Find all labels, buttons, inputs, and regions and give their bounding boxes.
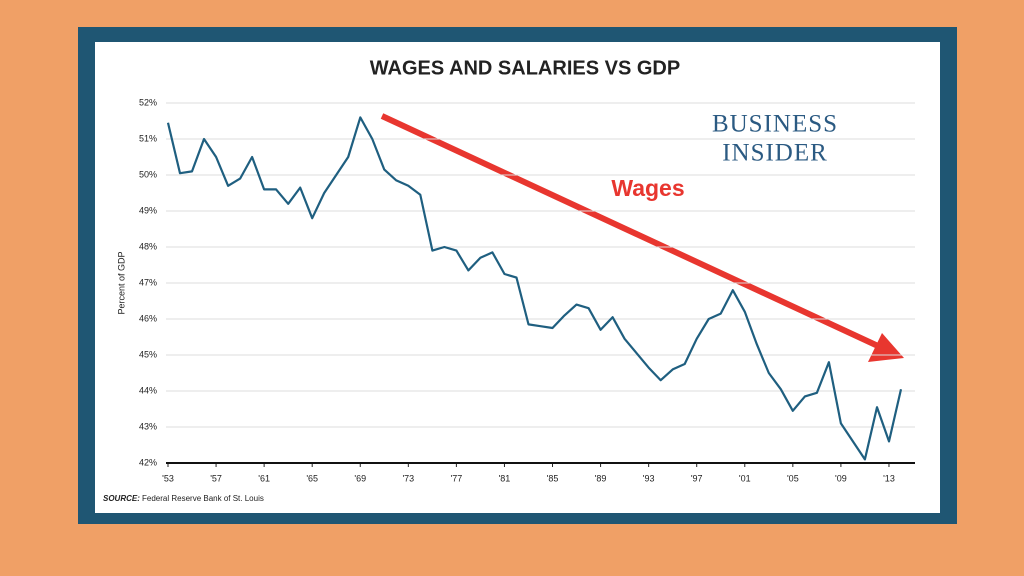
x-tick-label: '85 [547, 473, 559, 483]
x-tick-label: '97 [691, 473, 703, 483]
x-tick-label: '05 [787, 473, 799, 483]
y-tick-label: 50% [139, 169, 157, 179]
y-tick-label: 52% [139, 97, 157, 107]
x-tick-label: '65 [306, 473, 318, 483]
y-tick-label: 45% [139, 349, 157, 359]
y-tick-label: 48% [139, 241, 157, 251]
y-tick-label: 43% [139, 421, 157, 431]
x-tick-label: '57 [210, 473, 222, 483]
source: Federal Reserve Bank of St. Louis [142, 494, 264, 503]
annotation: Wages [611, 175, 684, 201]
x-tick-label: '81 [499, 473, 511, 483]
x-tick-label: '13 [883, 473, 895, 483]
y-tick-label: 46% [139, 313, 157, 323]
y-tick-label: 49% [139, 205, 157, 215]
x-tick-label: '93 [643, 473, 655, 483]
y-tick-label: 47% [139, 277, 157, 287]
x-tick-label: '09 [835, 473, 847, 483]
x-tick-label: '61 [258, 473, 270, 483]
x-tick-label: '69 [354, 473, 366, 483]
x-tick-label: '53 [162, 473, 174, 483]
trend-arrow [380, 113, 880, 349]
x-tick-label: '01 [739, 473, 751, 483]
y-tick-label: 44% [139, 385, 157, 395]
y-tick-label: 42% [139, 457, 157, 467]
data-line [166, 116, 903, 461]
chart-title: WAGES AND SALARIES VS GDP [370, 57, 680, 79]
y-axis-label: Percent of GDP [116, 251, 126, 314]
logo-line: BUSINESS [712, 111, 838, 138]
plot: 42% 43% 44% 45% 46% 47% 48% 49% 50% 51% 52% '53 '57 '… [139, 97, 915, 483]
x-tick-label: '73 [402, 473, 414, 483]
y-tick-label: 51% [139, 133, 157, 143]
logo-line: INSIDER [722, 140, 828, 167]
x-tick-label: '77 [451, 473, 463, 483]
x-tick-label: '89 [595, 473, 607, 483]
source-label: SOURCE: [103, 494, 140, 503]
